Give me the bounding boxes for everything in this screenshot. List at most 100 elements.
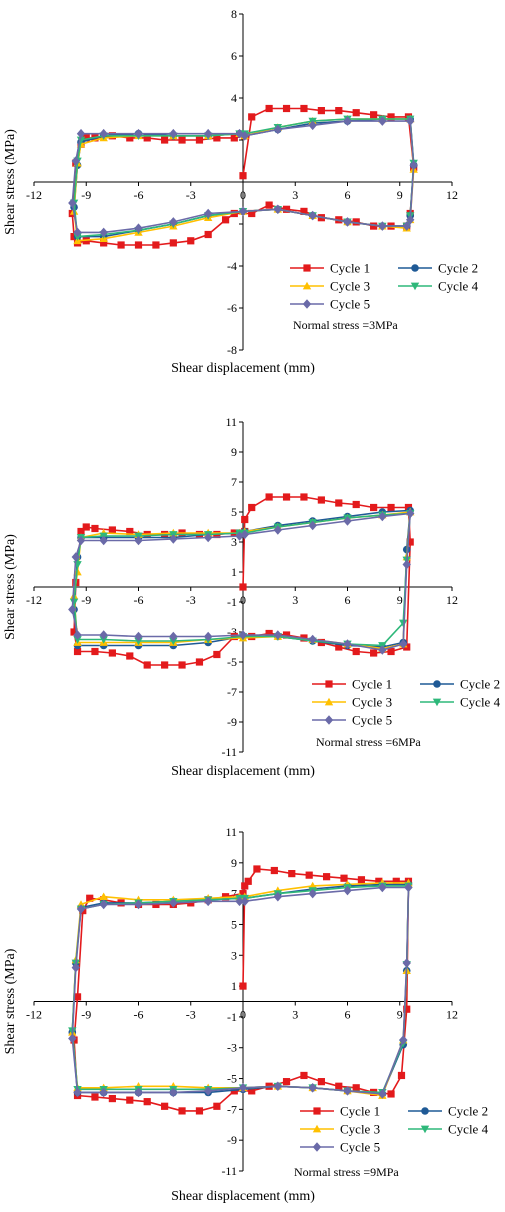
x-tick-label: 6 (345, 188, 351, 202)
data-point (230, 134, 238, 142)
data-point (387, 1090, 395, 1098)
data-point (99, 227, 108, 238)
data-point (253, 865, 261, 873)
data-point (265, 493, 273, 501)
data-point (134, 535, 143, 546)
data-point (143, 1098, 151, 1106)
data-point (169, 637, 178, 646)
data-point (343, 116, 352, 126)
data-point (357, 876, 366, 884)
data-point (282, 205, 291, 213)
data-point (73, 630, 82, 640)
data-point (195, 1107, 204, 1115)
data-point (204, 230, 212, 239)
data-point (117, 241, 125, 249)
data-point (161, 1102, 169, 1110)
data-point (126, 134, 134, 142)
data-point (235, 128, 244, 139)
series-cycle-5 (68, 508, 415, 655)
data-point (244, 877, 252, 885)
y-tick-label: -7 (227, 1102, 237, 1116)
data-point (403, 1005, 411, 1013)
data-point (352, 647, 360, 656)
data-point (77, 527, 85, 536)
data-point (134, 899, 143, 910)
data-point (273, 1081, 283, 1092)
data-point (335, 1082, 343, 1090)
legend: Cycle 1 Cycle 2 Cycle 3 Cycle 4 Cycle 5 (290, 261, 479, 312)
legend-marker (325, 680, 333, 688)
data-point (402, 958, 411, 968)
data-point (352, 218, 360, 226)
data-point (91, 1093, 99, 1101)
x-tick-label: 0 (240, 1008, 246, 1022)
y-tick-label: -9 (227, 1133, 237, 1147)
data-point (76, 136, 86, 145)
data-point (134, 241, 143, 249)
x-tick-label: -9 (81, 1008, 91, 1022)
x-tick-label: -6 (134, 1008, 144, 1022)
y-tick-label: -5 (227, 655, 237, 669)
x-tick-label: -6 (134, 188, 144, 202)
y-tick-label: -8 (227, 343, 237, 357)
data-point (99, 892, 108, 901)
data-point (370, 649, 378, 657)
x-tick-label: 9 (397, 593, 403, 607)
legend: Cycle 1 Cycle 2 Cycle 3 Cycle 4 Cycle 5 (300, 1104, 489, 1155)
data-point (69, 598, 79, 607)
data-point (248, 1087, 256, 1095)
data-point (265, 201, 273, 209)
x-tick-label: -3 (186, 1008, 196, 1022)
legend-label: Cycle 3 (352, 695, 392, 710)
data-point (378, 1089, 387, 1099)
data-point (248, 209, 256, 218)
data-point (235, 896, 244, 907)
data-point (100, 239, 108, 247)
data-point (282, 631, 291, 639)
data-point (308, 210, 317, 221)
legend-marker (312, 1142, 322, 1152)
data-point (282, 493, 291, 501)
data-point (335, 643, 343, 651)
normal-stress-annotation: Normal stress =6MPa (316, 735, 421, 749)
data-point (375, 877, 383, 885)
x-tick-label: 9 (397, 188, 403, 202)
data-point (91, 647, 99, 656)
y-axis-title: Shear stress (MPa) (3, 129, 18, 235)
data-point (288, 870, 296, 878)
data-point (343, 1086, 352, 1096)
data-point (134, 1087, 143, 1098)
x-tick-label: -3 (186, 188, 196, 202)
data-point (91, 524, 99, 533)
y-axis-title: Shear stress (MPa) (3, 534, 18, 640)
y-tick-label: -4 (227, 259, 237, 273)
y-tick-label: -11 (221, 745, 237, 759)
data-point (265, 629, 273, 638)
normal-stress-annotation: Normal stress =9MPa (294, 1165, 399, 1179)
y-tick-label: 7 (231, 887, 237, 901)
data-point (265, 104, 273, 113)
data-point (343, 885, 352, 896)
legend-label: Cycle 5 (330, 297, 370, 312)
data-point (126, 527, 134, 536)
legend-label: Cycle 1 (330, 261, 370, 276)
legend-marker (410, 282, 420, 291)
x-tick-label: -12 (26, 188, 42, 202)
data-point (270, 866, 278, 875)
x-tick-label: 9 (397, 1008, 403, 1022)
legend-marker (302, 281, 312, 290)
series-cycle-5 (68, 882, 413, 1099)
data-point (238, 1082, 248, 1093)
y-tick-label: 7 (231, 475, 237, 489)
y-tick-label: 1 (231, 565, 237, 579)
legend-label: Cycle 4 (448, 1122, 489, 1137)
data-point (134, 637, 143, 646)
data-point (402, 221, 411, 231)
data-point (239, 583, 247, 591)
data-point (213, 650, 221, 659)
legend-label: Cycle 3 (330, 279, 370, 294)
data-point (161, 661, 169, 669)
data-point (178, 661, 186, 669)
series-line (71, 883, 410, 1095)
y-tick-label: -6 (227, 301, 237, 315)
